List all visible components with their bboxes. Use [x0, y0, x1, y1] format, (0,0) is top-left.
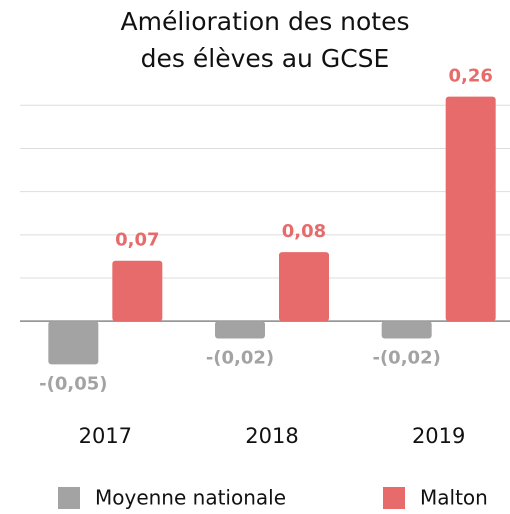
bar: [381, 321, 432, 339]
chart-title: des élèves au GCSE: [141, 44, 390, 73]
data-label: 0,26: [448, 66, 492, 87]
legend-swatch: [58, 487, 80, 509]
data-label: -(0,05): [39, 373, 107, 394]
legend-label: Malton: [420, 486, 488, 510]
x-tick-label: 2019: [412, 424, 465, 448]
legend-swatch: [383, 487, 405, 509]
bar: [112, 260, 163, 322]
x-tick-label: 2017: [79, 424, 132, 448]
bar: [279, 252, 329, 322]
data-label: 0,07: [115, 230, 159, 251]
legend-label: Moyenne nationale: [95, 486, 286, 510]
data-label: -(0,02): [206, 347, 274, 368]
bar: [48, 321, 99, 365]
bar: [445, 96, 496, 322]
chart-title: Amélioration des notes: [120, 7, 409, 36]
data-label: 0,08: [282, 221, 326, 242]
bar: [215, 321, 265, 339]
data-label: -(0,02): [372, 347, 440, 368]
x-tick-label: 2018: [245, 424, 298, 448]
